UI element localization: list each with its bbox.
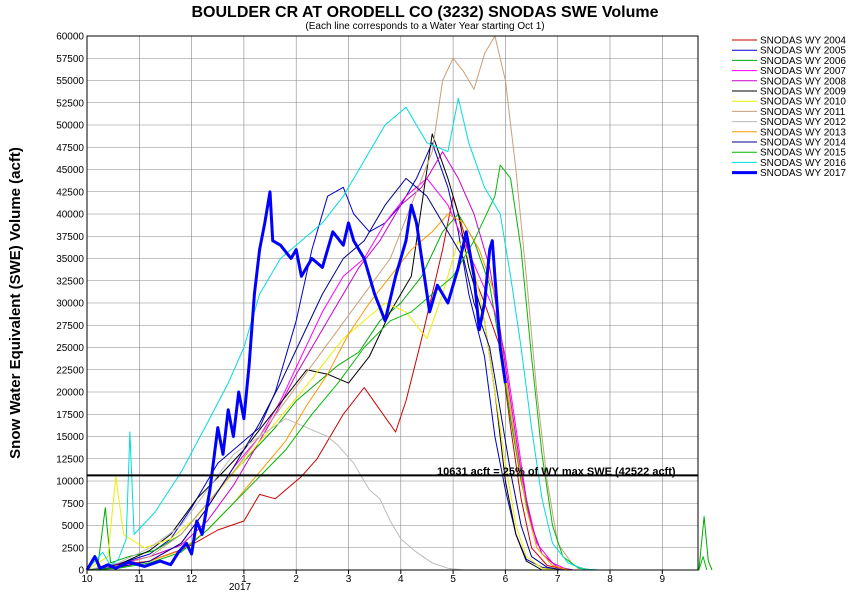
legend-label: SNODAS WY 2017	[760, 168, 846, 179]
y-tick-label: 12500	[56, 454, 84, 465]
x-tick-label: 12	[186, 574, 198, 585]
legend-label: SNODAS WY 2008	[760, 76, 846, 87]
y-tick-label: 0	[78, 566, 84, 577]
y-tick-label: 7500	[62, 499, 85, 510]
y-axis-ticks: 0 2500 5000 7500 10000 12500 15000 17500 20000 22…	[56, 32, 84, 577]
x-tick-label: 10	[81, 574, 93, 585]
x-tick-label: 7	[555, 574, 561, 585]
y-tick-label: 27500	[56, 321, 84, 332]
y-tick-label: 37500	[56, 232, 84, 243]
legend-label: SNODAS WY 2004	[760, 36, 846, 47]
legend-label: SNODAS WY 2010	[760, 97, 846, 108]
series-lines	[85, 35, 713, 571]
series-line-snodas-wy-2012	[86, 418, 464, 571]
series-line-snodas-wy-2016	[86, 97, 600, 571]
x-tick-label: 3	[346, 574, 352, 585]
legend-label: SNODAS WY 2009	[760, 87, 846, 98]
x-tick-label: 1	[241, 574, 247, 585]
y-tick-label: 20000	[56, 388, 84, 399]
y-tick-label: 32500	[56, 276, 84, 287]
y-tick-label: 5000	[62, 521, 85, 532]
legend-label: SNODAS WY 2011	[760, 107, 846, 118]
y-tick-label: 50000	[56, 121, 84, 132]
legend-label: SNODAS WY 2015	[760, 148, 846, 159]
chart-subtitle: (Each line corresponds to a Water Year s…	[305, 21, 544, 32]
series-line-snodas-wy-2008	[86, 151, 574, 571]
y-tick-label: 40000	[56, 210, 84, 221]
legend-label: SNODAS WY 2013	[760, 127, 846, 138]
chart-title: BOULDER CR AT ORODELL CO (3232) SNODAS S…	[191, 4, 658, 21]
x-tick-label: 4	[398, 574, 404, 585]
y-tick-label: 17500	[56, 410, 84, 421]
x-tick-label: 8	[607, 574, 613, 585]
y-tick-label: 42500	[56, 187, 84, 198]
y-tick-label: 25000	[56, 343, 84, 354]
y-tick-label: 45000	[56, 165, 84, 176]
legend-label: SNODAS WY 2007	[760, 66, 846, 77]
y-axis-label: Snow Water Equivalent (SWE) Volume (acft…	[7, 147, 24, 459]
series-line-snodas-wy-2004	[86, 195, 569, 571]
x-tick-label: 5	[450, 574, 456, 585]
y-tick-label: 2500	[62, 543, 85, 554]
y-tick-label: 55000	[56, 76, 84, 87]
reference-line-label: 10631 acft = 25% of WY max SWE (42522 ac…	[437, 466, 676, 478]
y-tick-label: 52500	[56, 98, 84, 109]
x-axis-ticks: 10 11 12 1 2 3 4 5 6 7 8 9	[81, 570, 666, 585]
x-axis-year-label: 2017	[229, 582, 252, 593]
y-tick-label: 22500	[56, 365, 84, 376]
y-tick-label: 57500	[56, 54, 84, 65]
x-tick-label: 2	[293, 574, 299, 585]
y-tick-label: 60000	[56, 32, 84, 43]
legend-label: SNODAS WY 2014	[760, 138, 846, 149]
legend-label: SNODAS WY 2005	[760, 46, 846, 57]
x-tick-label: 6	[503, 574, 509, 585]
x-tick-label: 9	[660, 574, 666, 585]
series-line-snodas-wy-2015	[86, 164, 708, 571]
legend-label: SNODAS WY 2006	[760, 56, 846, 67]
legend-label: SNODAS WY 2016	[760, 158, 846, 169]
y-tick-label: 10000	[56, 477, 84, 488]
x-tick-label: 11	[134, 574, 145, 585]
y-tick-label: 30000	[56, 299, 84, 310]
y-tick-label: 15000	[56, 432, 84, 443]
series-line-snodas-wy-2017	[85, 190, 507, 571]
legend-label: SNODAS WY 2012	[760, 117, 846, 128]
plot-frame	[86, 35, 699, 571]
y-tick-label: 47500	[56, 143, 84, 154]
y-tick-label: 35000	[56, 254, 84, 265]
